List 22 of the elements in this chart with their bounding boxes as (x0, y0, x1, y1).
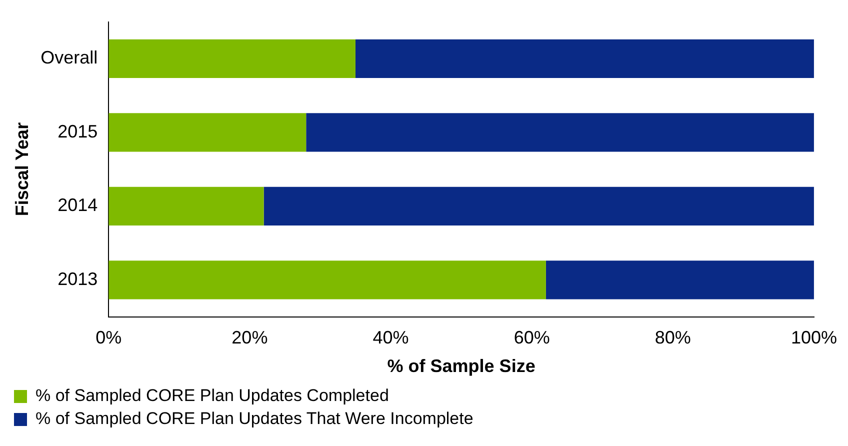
bar (546, 260, 814, 300)
y-axis-title: Fiscal Year (12, 122, 32, 216)
bar (108, 186, 264, 226)
y-tick-label: Overall (40, 48, 98, 68)
y-tick-label: 2015 (58, 121, 98, 142)
y-tick-label: 2013 (58, 268, 98, 289)
bar (355, 39, 814, 78)
legend-label: % of Sampled CORE Plan Updates That Were Incomplete (36, 409, 474, 428)
x-tick-label: 40% (372, 328, 409, 348)
legend-label: % of Sampled CORE Plan Updates Completed (36, 386, 389, 406)
x-tick-label: 60% (514, 328, 550, 348)
bar (108, 260, 546, 300)
bar (264, 186, 814, 226)
y-tick-label: 2014 (58, 195, 98, 216)
bar (108, 39, 356, 78)
bar (108, 113, 306, 152)
x-tick-label: 80% (654, 328, 691, 348)
x-tick-label: 100% (790, 328, 838, 348)
x-tick-label: 20% (232, 328, 268, 348)
bar (306, 113, 814, 152)
x-axis-title: % of Sample Size (387, 356, 536, 376)
x-tick-label: 0% (96, 328, 122, 348)
